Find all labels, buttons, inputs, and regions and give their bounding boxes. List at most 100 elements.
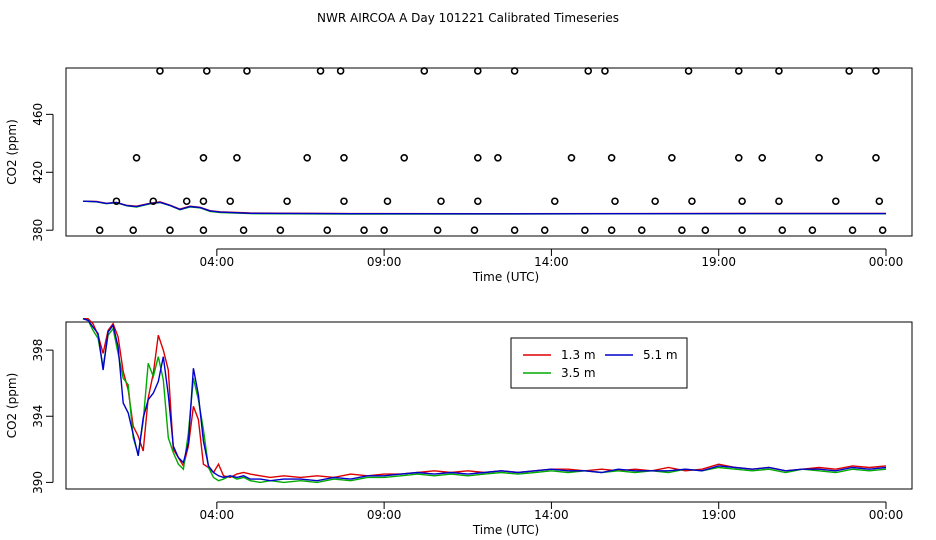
calibration-point: [684, 67, 693, 75]
calibration-point: [239, 226, 248, 235]
bottom-panel: 04:00 09:00 14:00 19:00 00:00 Time (UTC) 390 39…: [5, 318, 913, 537]
x-axis-label: Time (UTC): [472, 270, 539, 284]
calibration-point: [540, 226, 549, 235]
x-tick-label: 00:00: [869, 508, 904, 522]
calibration-point: [734, 67, 743, 75]
calibration-point: [182, 197, 191, 206]
calibration-point: [400, 153, 409, 162]
calibration-point: [581, 226, 589, 235]
calibration-point: [510, 226, 519, 235]
chart-title: NWR AIRCOA A Day 101221 Calibrated Times…: [317, 11, 619, 25]
x-tick-label: 19:00: [701, 508, 736, 522]
calibration-point: [668, 153, 676, 162]
calibration-point: [340, 153, 348, 162]
series-line-3-5-m: [82, 200, 886, 215]
calibration-point: [129, 226, 137, 235]
calibration-point: [607, 226, 616, 235]
series-line-5-1-m: [82, 200, 886, 215]
calibration-point: [550, 197, 559, 206]
plot-frame: [65, 67, 913, 237]
series-line-1-3-m: [83, 318, 887, 479]
calibration-point: [845, 67, 853, 75]
legend-label: 1.3 m: [561, 348, 596, 362]
calibration-point: [95, 226, 104, 235]
x-tick-label: 14:00: [534, 255, 569, 269]
calibration-point: [474, 197, 482, 206]
calibration-point: [340, 197, 348, 206]
calibration-point: [199, 226, 208, 235]
calibration-point: [132, 153, 141, 162]
calibration-point: [832, 197, 840, 206]
x-tick-label: 09:00: [367, 508, 402, 522]
y-tick-label: 398: [31, 339, 45, 362]
legend-box: [510, 337, 688, 389]
calibration-point: [199, 197, 208, 206]
calibration-point: [815, 153, 823, 162]
x-tick-label: 04:00: [200, 255, 235, 269]
legend-label: 5.1 m: [643, 348, 678, 362]
y-tick-label: 390: [31, 471, 45, 494]
calibration-point: [637, 226, 646, 235]
calibration-point: [283, 197, 291, 206]
calibration-point: [848, 226, 857, 235]
calibration-point: [808, 226, 817, 235]
calibration-point: [226, 197, 235, 206]
calibration-point: [878, 226, 887, 235]
calibration-point: [494, 153, 502, 162]
x-tick-label: 04:00: [200, 508, 235, 522]
calibration-point: [584, 67, 593, 75]
legend-label: 3.5 m: [561, 366, 596, 380]
calibration-point: [875, 197, 884, 206]
calibration-point: [112, 197, 121, 206]
calibration-point: [474, 67, 482, 75]
calibration-point: [701, 226, 710, 235]
y-tick-label: 380: [31, 219, 45, 242]
calibration-point: [567, 153, 576, 162]
y-axis-label: CO2 (ppm): [5, 373, 19, 439]
plot-frame: [65, 321, 913, 490]
calibration-point: [510, 67, 519, 75]
y-tick-label: 420: [31, 161, 45, 184]
calibration-point: [872, 153, 880, 162]
series-line-3-5-m: [82, 318, 887, 484]
calibration-point: [149, 197, 158, 206]
x-tick-label: 14:00: [534, 508, 569, 522]
calibration-point: [470, 226, 479, 235]
calibration-point: [243, 67, 251, 75]
calibration-point: [383, 197, 392, 206]
calibration-point: [323, 226, 332, 235]
calibration-point: [276, 226, 285, 235]
x-axis-label: Time (UTC): [472, 523, 539, 537]
calibration-point: [611, 197, 619, 206]
series-line-5-1-m: [82, 318, 887, 482]
calibration-point: [738, 197, 746, 206]
calibration-point: [607, 153, 616, 162]
calibration-point: [336, 67, 345, 75]
series-line-1-3-m: [82, 200, 886, 215]
calibration-point: [437, 197, 445, 206]
top-panel: 04:00 09:00 14:00 19:00 00:00 Time (UTC) 380 42…: [5, 67, 913, 284]
x-tick-label: 19:00: [701, 255, 736, 269]
calibration-point: [380, 226, 388, 235]
x-tick-label: 00:00: [869, 255, 904, 269]
calibration-point: [688, 197, 696, 206]
calibration-point: [474, 153, 482, 162]
calibration-point: [601, 67, 609, 75]
calibration-point: [678, 226, 686, 235]
calibration-point: [872, 67, 880, 75]
calibration-point: [156, 67, 164, 75]
calibration-point: [360, 226, 368, 235]
calibration-point: [758, 153, 767, 162]
calibration-point: [420, 67, 429, 75]
calibration-point: [734, 153, 743, 162]
calibration-point: [303, 153, 311, 162]
calibration-point: [738, 226, 746, 235]
calibration-point: [651, 197, 659, 206]
y-tick-label: 460: [31, 103, 45, 126]
calibration-point: [199, 153, 208, 162]
y-tick-label: 394: [31, 405, 45, 428]
y-axis-label: CO2 (ppm): [5, 119, 19, 185]
calibration-point: [316, 67, 325, 75]
calibration-point: [202, 67, 211, 75]
